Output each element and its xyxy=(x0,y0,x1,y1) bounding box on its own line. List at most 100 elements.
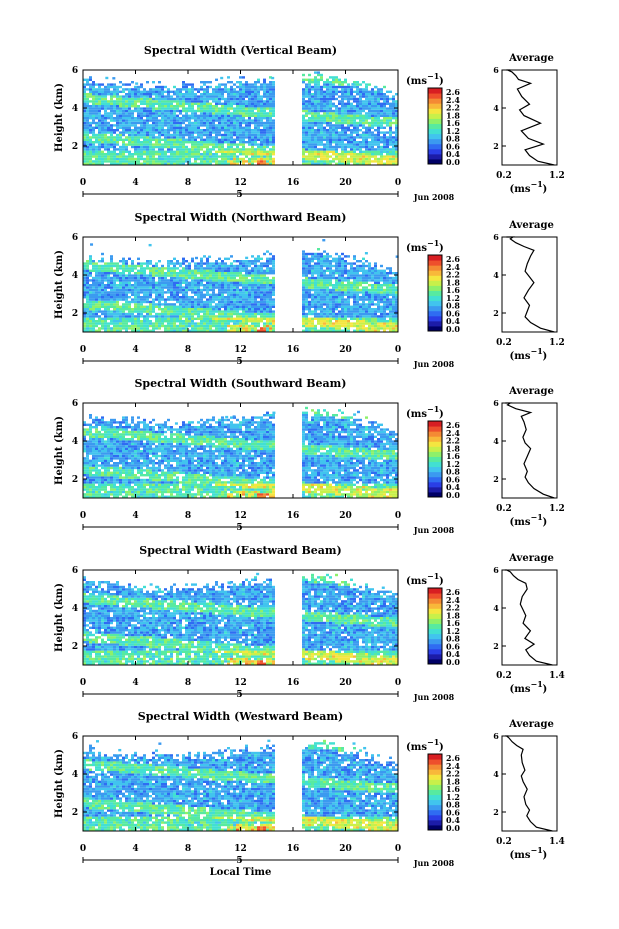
heatmap-cell xyxy=(365,157,368,161)
heatmap-cell xyxy=(101,93,104,96)
heatmap-cell xyxy=(335,97,338,101)
heatmap-cell xyxy=(233,276,236,280)
heatmap-cell xyxy=(194,310,197,313)
heatmap-cell xyxy=(272,272,275,275)
heatmap-cell xyxy=(314,153,317,156)
heatmap-cell xyxy=(308,126,311,129)
heatmap-cell xyxy=(128,267,131,270)
heatmap-cell xyxy=(110,298,113,301)
heatmap-cell xyxy=(230,97,233,101)
heatmap-cell xyxy=(203,124,206,127)
heatmap-cell xyxy=(158,129,161,132)
heatmap-cell xyxy=(179,129,182,132)
heatmap-cell xyxy=(218,162,221,165)
heatmap-cell xyxy=(377,97,380,101)
heatmap-cell xyxy=(185,284,188,287)
heatmap-cell xyxy=(170,322,173,325)
heatmap-cell xyxy=(179,126,182,129)
heatmap-cell xyxy=(209,272,212,275)
heatmap-cell xyxy=(308,327,311,330)
heatmap-cell xyxy=(359,83,362,86)
heatmap-cell xyxy=(242,117,245,120)
heatmap-cell xyxy=(326,109,329,113)
heatmap-cell xyxy=(179,138,182,141)
heatmap-cell xyxy=(188,264,191,268)
heatmap-cell xyxy=(191,129,194,132)
heatmap-cell xyxy=(194,327,197,330)
heatmap-cell xyxy=(137,119,140,122)
heatmap-cell xyxy=(164,327,167,330)
heatmap-cell xyxy=(236,310,239,313)
heatmap-cell xyxy=(197,315,200,318)
heatmap-cell xyxy=(386,157,389,161)
heatmap-cell xyxy=(149,269,152,272)
heatmap-cell xyxy=(272,138,275,141)
heatmap-cell xyxy=(176,279,179,282)
heatmap-cell xyxy=(203,100,206,103)
heatmap-cell xyxy=(122,298,125,301)
heatmap-cell xyxy=(176,155,179,158)
heatmap-cell xyxy=(161,153,164,156)
heatmap-cell xyxy=(167,279,170,282)
heatmap-cell xyxy=(266,264,269,268)
heatmap-cell xyxy=(206,291,209,294)
heatmap-cell xyxy=(140,269,143,272)
heatmap-cell xyxy=(314,93,317,96)
heatmap-cell xyxy=(197,279,200,282)
heatmap-cell xyxy=(344,107,347,110)
heatmap-cell xyxy=(236,320,239,323)
heatmap-cell xyxy=(230,112,233,115)
heatmap-cell xyxy=(233,329,236,332)
heatmap-cell xyxy=(338,141,341,144)
heatmap-cell xyxy=(305,303,308,306)
heatmap-cell xyxy=(89,327,92,330)
heatmap-cell xyxy=(386,124,389,127)
heatmap-cell xyxy=(383,126,386,129)
heatmap-cell xyxy=(227,329,230,332)
heatmap-cell xyxy=(308,133,311,137)
heatmap-cell xyxy=(248,288,251,292)
heatmap-cell xyxy=(329,76,332,79)
heatmap-cell xyxy=(344,93,347,96)
heatmap-cell xyxy=(107,131,110,134)
heatmap-cell xyxy=(248,293,251,296)
heatmap-cell xyxy=(200,274,203,277)
heatmap-cell xyxy=(233,274,236,277)
heatmap-cell xyxy=(161,310,164,313)
heatmap-cell xyxy=(341,114,344,117)
heatmap-cell xyxy=(98,327,101,330)
heatmap-cell xyxy=(182,153,185,156)
heatmap-cell xyxy=(92,264,95,268)
heatmap-cell xyxy=(203,274,206,277)
heatmap-cell xyxy=(170,143,173,146)
heatmap-cell xyxy=(317,305,320,308)
heatmap-cell xyxy=(266,88,269,91)
heatmap-cell xyxy=(257,155,260,158)
heatmap-cell xyxy=(221,109,224,113)
heatmap-cell xyxy=(104,153,107,156)
heatmap-cell xyxy=(107,155,110,158)
heatmap-cell xyxy=(122,288,125,292)
heatmap-cell xyxy=(170,133,173,137)
heatmap-cell xyxy=(122,90,125,93)
heatmap-cell xyxy=(107,121,110,125)
heatmap-cell xyxy=(392,117,395,120)
heatmap-cell xyxy=(110,281,113,284)
heatmap-cell xyxy=(251,274,254,277)
heatmap-cell xyxy=(191,124,194,127)
heatmap-cell xyxy=(209,269,212,272)
heatmap-cell xyxy=(92,143,95,146)
heatmap-cell xyxy=(131,102,134,105)
heatmap-cell xyxy=(134,95,137,98)
heatmap-cell xyxy=(104,308,107,311)
heatmap-cell xyxy=(152,300,155,304)
heatmap-cell xyxy=(182,97,185,101)
heatmap-cell xyxy=(314,293,317,296)
heatmap-cell xyxy=(257,274,260,277)
heatmap-cell xyxy=(335,121,338,125)
heatmap-cell xyxy=(227,95,230,98)
heatmap-cell xyxy=(131,264,134,268)
heatmap-cell xyxy=(302,317,305,320)
heatmap-cell xyxy=(263,78,266,81)
heatmap-cell xyxy=(185,260,188,263)
